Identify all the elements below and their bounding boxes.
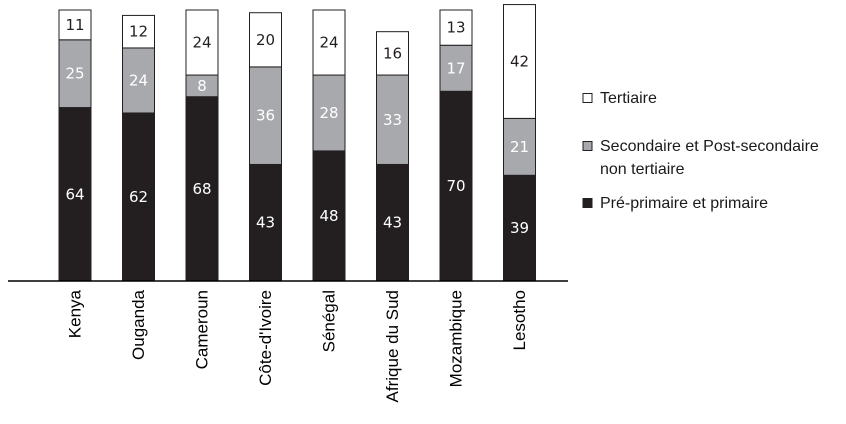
x-tick-label-mozambique: Mozambique	[447, 290, 466, 387]
bar-segment-afrique-du-sud-secondaire-et-post-secondaire-non-tertiaire	[376, 74, 409, 165]
legend-swatch-secondaire-et-post-secondaire-non-tertiaire	[582, 141, 593, 151]
legend-swatch-pre-primaire-et-primaire	[582, 198, 593, 208]
data-label-kenya-tertiaire: 11	[65, 16, 84, 34]
data-label-cote-d-ivoire-tertiaire: 20	[256, 31, 275, 49]
legend: Tertiaire Secondaire et Post-secondaire no…	[582, 90, 819, 212]
bar-segment-senegal-tertiaire	[312, 9, 346, 76]
bar-segment-ouganda-pre-primaire-et-primaire	[122, 112, 155, 282]
bar-segment-afrique-du-sud-pre-primaire-et-primaire	[376, 163, 409, 282]
data-label-afrique-du-sud-pre-primaire-et-primaire: 43	[383, 214, 402, 232]
data-label-mozambique-secondaire-et-post-secondaire-non-tertiaire: 17	[446, 59, 465, 77]
data-label-senegal-tertiaire: 24	[319, 34, 338, 52]
x-tick-label-afrique-du-sud: Afrique du Sud	[383, 290, 402, 402]
bar-segment-senegal-pre-primaire-et-primaire	[312, 150, 346, 282]
bar-segment-ouganda-secondaire-et-post-secondaire-non-tertiaire	[122, 47, 155, 114]
bar-segment-ouganda-tertiaire	[122, 14, 155, 49]
data-label-senegal-pre-primaire-et-primaire: 48	[319, 207, 338, 225]
data-label-ouganda-secondaire-et-post-secondaire-non-tertiaire: 24	[129, 71, 148, 89]
data-label-cameroun-tertiaire: 24	[192, 34, 211, 52]
bar-segment-senegal-secondaire-et-post-secondaire-non-tertiaire	[312, 74, 346, 152]
bar-segment-cote-d-ivoire-pre-primaire-et-primaire	[249, 163, 282, 282]
data-label-lesotho-secondaire-et-post-secondaire-non-tertiaire: 21	[510, 138, 529, 156]
data-label-afrique-du-sud-secondaire-et-post-secondaire-non-tertiaire: 33	[383, 111, 402, 129]
bar-segment-lesotho-tertiaire	[503, 4, 536, 119]
data-label-afrique-du-sud-tertiaire: 16	[383, 44, 402, 62]
data-label-lesotho-tertiaire: 42	[510, 52, 529, 70]
bar-segment-lesotho-secondaire-et-post-secondaire-non-tertiaire	[503, 117, 536, 176]
bar-segment-mozambique-tertiaire	[439, 9, 473, 46]
data-label-kenya-secondaire-et-post-secondaire-non-tertiaire: 25	[65, 65, 84, 83]
legend-label-secondaire-et-post-secondaire-non-tertiaire: Secondaire et Post-secondaire non tertiai…	[600, 138, 819, 178]
data-label-cote-d-ivoire-pre-primaire-et-primaire: 43	[256, 214, 275, 232]
x-axis-labels: Kenya Ouganda Cameroun Côte-d'Ivoire Sénégal…	[66, 289, 530, 402]
data-label-mozambique-tertiaire: 13	[446, 19, 465, 37]
bar-segment-kenya-secondaire-et-post-secondaire-non-tertiaire	[58, 39, 92, 109]
bar-segment-cameroun-tertiaire	[185, 9, 219, 76]
x-tick-label-kenya: Kenya	[66, 289, 85, 338]
bar-segment-mozambique-pre-primaire-et-primaire	[439, 90, 473, 282]
data-label-lesotho-pre-primaire-et-primaire: 39	[510, 219, 529, 237]
data-label-cameroun-secondaire-et-post-secondaire-non-tertiaire: 8	[197, 77, 207, 95]
data-label-kenya-pre-primaire-et-primaire: 64	[65, 185, 84, 203]
bar-segment-kenya-pre-primaire-et-primaire	[58, 107, 92, 282]
bar-segment-afrique-du-sud-tertiaire	[376, 31, 409, 76]
data-label-cameroun-pre-primaire-et-primaire: 68	[192, 180, 211, 198]
bar-segment-kenya-tertiaire	[58, 9, 92, 41]
bar-segment-mozambique-secondaire-et-post-secondaire-non-tertiaire	[439, 44, 473, 92]
bar-segment-cote-d-ivoire-tertiaire	[249, 12, 282, 68]
x-tick-label-ouganda: Ouganda	[129, 289, 148, 359]
x-tick-label-cameroun: Cameroun	[193, 290, 212, 369]
x-tick-label-senegal: Sénégal	[320, 290, 339, 352]
bars-group: 64 25 11 62 24 12 68 8 24 43 36 20 48 28 24 43 33 16 70 17 1…	[58, 4, 536, 282]
legend-swatch-tertiaire	[582, 93, 593, 103]
legend-label-pre-primaire-et-primaire: Pré-primaire et primaire	[600, 195, 768, 212]
data-label-ouganda-tertiaire: 12	[129, 23, 148, 41]
data-label-mozambique-pre-primaire-et-primaire: 70	[446, 177, 465, 195]
x-tick-label-lesotho: Lesotho	[510, 290, 529, 351]
data-label-ouganda-pre-primaire-et-primaire: 62	[129, 188, 148, 206]
legend-label-tertiaire: Tertiaire	[600, 90, 657, 107]
data-label-senegal-secondaire-et-post-secondaire-non-tertiaire: 28	[319, 104, 338, 122]
data-label-cote-d-ivoire-secondaire-et-post-secondaire-non-tertiaire: 36	[256, 107, 275, 125]
x-tick-label-cote-d-ivoire: Côte-d'Ivoire	[256, 290, 275, 386]
